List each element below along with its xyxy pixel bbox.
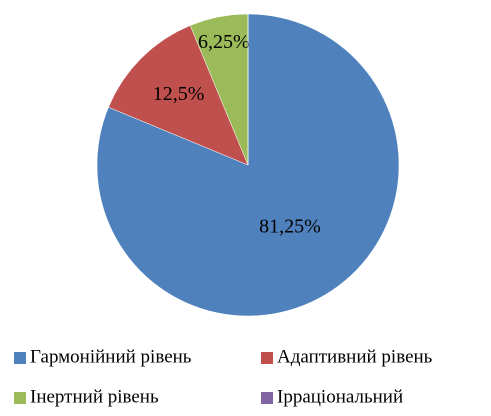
pie-slice <box>96 13 400 317</box>
data-label: 6,25% <box>198 31 250 53</box>
legend-swatch <box>261 392 273 404</box>
data-label: 12,5% <box>153 83 205 105</box>
data-label: 81,25% <box>259 215 321 237</box>
legend-swatch <box>261 352 273 364</box>
legend-label: Ірраціональний <box>277 386 403 407</box>
legend-swatch <box>14 392 26 404</box>
legend-label: Інертний рівень <box>30 386 159 407</box>
pie-slice <box>108 25 249 166</box>
legend-label: Адаптивний рівень <box>277 346 433 367</box>
legend-label: Гармонійний рівень <box>30 346 192 367</box>
legend-swatch <box>14 352 26 364</box>
